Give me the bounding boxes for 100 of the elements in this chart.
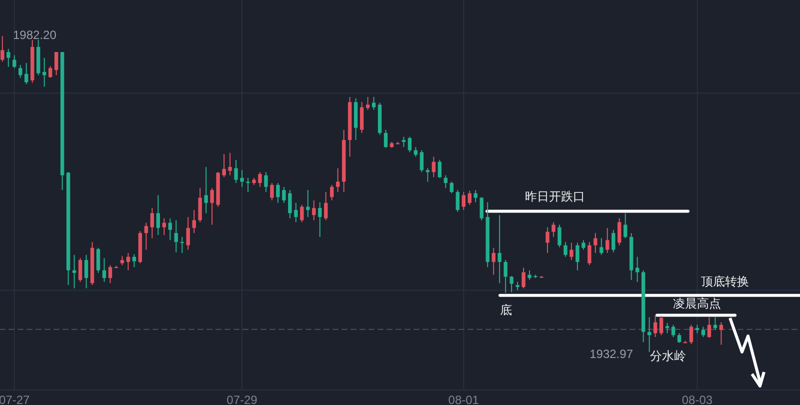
- ref-line-label: 凌晨高点: [673, 296, 721, 310]
- candlestick: [474, 190, 478, 203]
- candlestick: [450, 181, 454, 194]
- candlestick: [707, 316, 712, 338]
- candlestick: [228, 152, 232, 176]
- candlestick: [12, 54, 16, 69]
- candlestick: [174, 220, 178, 253]
- candlestick: [558, 224, 562, 248]
- candlestick: [462, 191, 466, 210]
- candlestick: [665, 322, 670, 334]
- candlestick: [719, 322, 724, 346]
- candlestick: [276, 182, 280, 204]
- candlestick: [510, 276, 514, 293]
- candlestick: [384, 129, 388, 148]
- candlestick: [564, 242, 568, 258]
- candlestick: [162, 218, 166, 236]
- candlestick: [588, 242, 592, 266]
- candlestick: [528, 270, 532, 280]
- candlestick: [492, 247, 496, 276]
- candlestick: [635, 256, 640, 282]
- candlestick: [468, 190, 472, 206]
- candlestick: [156, 194, 160, 236]
- candlestick: [330, 184, 334, 201]
- annotation: 底: [500, 303, 512, 318]
- candlestick: [600, 238, 604, 256]
- candlestick: [659, 315, 664, 336]
- candlestick: [186, 216, 190, 250]
- candlestick: [240, 170, 244, 188]
- candlestick: [144, 222, 148, 250]
- annotation: 1982.20: [13, 28, 57, 42]
- candlestick: [222, 154, 226, 178]
- candlestick: [192, 209, 196, 234]
- candlestick: [498, 214, 502, 284]
- candlestick: [150, 208, 154, 239]
- candlestick: [54, 52, 58, 76]
- annotation: 分水岭: [650, 349, 686, 364]
- candlestick: [570, 242, 574, 261]
- candlestick: [210, 188, 214, 226]
- candlestick: [282, 186, 286, 204]
- candlestick: [318, 202, 322, 238]
- candlestick: [456, 190, 460, 212]
- candlestick: [420, 150, 424, 173]
- candlestick: [0, 36, 4, 62]
- candlestick: [48, 66, 52, 78]
- candlestick: [198, 188, 202, 223]
- candlestick: [366, 96, 370, 110]
- candlestick: [102, 258, 106, 282]
- candlestick: [624, 212, 628, 239]
- candlestick: [132, 254, 136, 268]
- candlestick: [689, 324, 694, 345]
- candlestick: [306, 190, 310, 218]
- candlestick: [168, 218, 172, 241]
- candlestick: [414, 146, 418, 158]
- candlestick: [594, 232, 598, 254]
- candlestick: [288, 190, 292, 219]
- annotation: 1932.97: [590, 347, 634, 362]
- candlestick: [312, 200, 316, 221]
- candlestick: [108, 264, 112, 284]
- candlestick: [582, 240, 586, 250]
- candlestick: [180, 236, 184, 254]
- candlestick: [522, 267, 526, 289]
- candlestick: [701, 326, 706, 338]
- candlestick: [408, 136, 412, 153]
- candlestick: [618, 218, 622, 246]
- candlestick: [78, 258, 82, 282]
- candlestick: [504, 260, 508, 294]
- candlestick: [546, 226, 550, 254]
- candlestick: [6, 48, 10, 68]
- candlestick: [24, 62, 28, 85]
- candlestick: [294, 202, 298, 223]
- candlestick: [126, 252, 130, 271]
- candlestick: [270, 182, 274, 201]
- candlestick: [204, 166, 208, 214]
- candlestick: [444, 174, 448, 189]
- ref-line-label: 昨日开跌口: [525, 189, 585, 204]
- candlestick: [72, 254, 76, 289]
- candlestick: [234, 159, 238, 184]
- x-tick-label: 08-03: [682, 393, 713, 405]
- candlestick: [671, 324, 676, 338]
- candlestick: [552, 222, 556, 238]
- candlestick: [264, 172, 268, 192]
- candlestick: [480, 196, 484, 221]
- candlestick: [438, 159, 442, 178]
- candlestick: [426, 168, 430, 182]
- candlestick: [432, 156, 436, 178]
- candlestick: [360, 102, 364, 134]
- candlestick: [96, 247, 100, 274]
- candlestick: [246, 177, 250, 192]
- candlestick: [372, 96, 376, 110]
- candlestick: [258, 172, 262, 188]
- x-tick-label: 07-29: [226, 393, 258, 405]
- candlestick: [336, 168, 340, 192]
- candlestick: [612, 229, 616, 253]
- candlestick: [18, 64, 22, 78]
- candlestick: [576, 242, 580, 271]
- x-tick-label: 08-01: [448, 393, 480, 405]
- candlestick: [300, 204, 304, 223]
- candlestick: [606, 227, 610, 254]
- candlestick: [402, 136, 406, 148]
- candlestick: [324, 191, 328, 221]
